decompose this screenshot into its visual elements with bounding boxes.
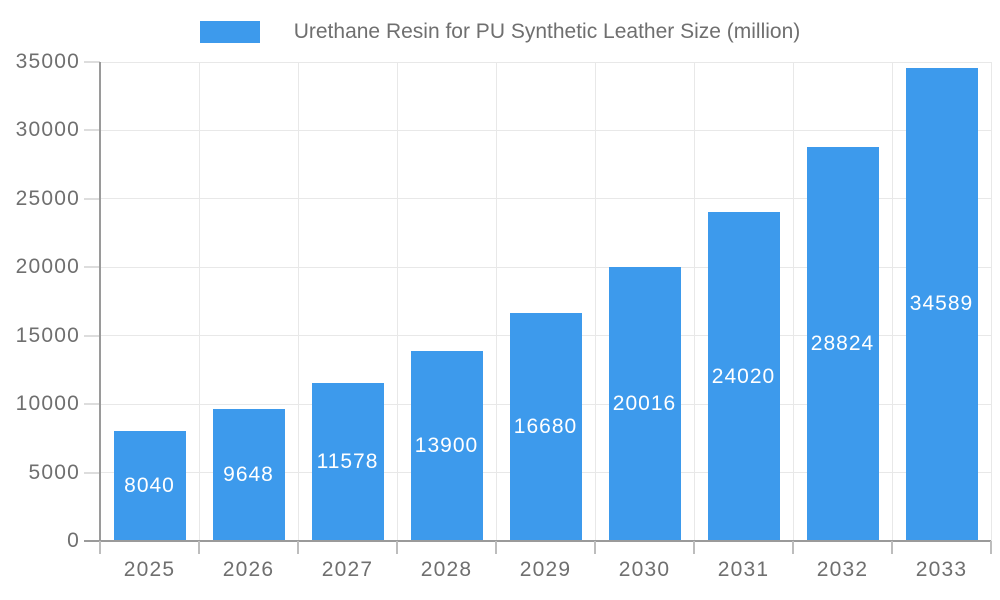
y-tick-label: 35000 (15, 50, 80, 73)
bar-value-label: 20016 (612, 392, 677, 416)
bar-2032[interactable]: 28824 (806, 146, 879, 541)
x-tick-label: 2031 (717, 558, 770, 581)
gridline-vertical (990, 62, 992, 541)
x-axis-tick (396, 541, 398, 554)
x-axis-tick (891, 541, 893, 554)
bar-value-label: 13900 (414, 433, 479, 457)
bar-value-label: 9648 (223, 462, 274, 486)
bar-2027[interactable]: 11578 (311, 382, 384, 541)
y-tick-label: 0 (67, 529, 80, 552)
x-tick-label: 2032 (816, 558, 869, 581)
y-tick-label: 25000 (15, 186, 80, 210)
bar-2025[interactable]: 8040 (113, 430, 186, 541)
x-axis-line (84, 540, 991, 542)
x-axis-tick (297, 541, 299, 554)
bar-2030[interactable]: 20016 (608, 267, 681, 541)
legend-label: Urethane Resin for PU Synthetic Leather … (293, 20, 801, 43)
gridline-horizontal (100, 129, 991, 131)
y-tick-label: 5000 (28, 460, 80, 484)
y-axis-tick (84, 334, 100, 337)
bar-value-label: 28824 (810, 331, 875, 355)
x-axis-tick (99, 541, 101, 554)
y-axis-tick (84, 197, 100, 200)
bar-value-label: 11578 (316, 449, 379, 473)
bar-2029[interactable]: 16680 (509, 312, 582, 541)
x-tick-label: 2033 (915, 558, 968, 581)
gridline-vertical (693, 62, 695, 541)
x-tick-label: 2025 (123, 558, 176, 581)
y-tick-label: 30000 (15, 118, 80, 142)
x-axis-tick (594, 541, 596, 554)
x-axis-tick (792, 541, 794, 554)
bar-2028[interactable]: 13900 (410, 350, 483, 541)
y-axis-tick (84, 403, 100, 406)
bar-value-label: 8040 (124, 473, 175, 497)
gridline-vertical (792, 62, 794, 541)
gridline-vertical (297, 62, 299, 541)
bar-value-label: 34589 (909, 292, 974, 316)
x-axis-tick (198, 541, 200, 554)
gridline-horizontal (100, 198, 991, 200)
x-tick-label: 2030 (618, 558, 671, 581)
x-axis-tick (495, 541, 497, 554)
bar-value-label: 24020 (711, 364, 776, 388)
gridline-vertical (198, 62, 200, 541)
gridline-horizontal (100, 266, 991, 268)
x-tick-label: 2027 (321, 558, 374, 581)
y-tick-label: 20000 (15, 255, 80, 279)
y-tick-label: 10000 (15, 392, 80, 416)
y-tick-label: 15000 (15, 323, 80, 347)
y-axis-tick (84, 266, 100, 269)
y-axis-tick (84, 471, 100, 474)
x-tick-label: 2028 (420, 558, 473, 581)
bar-value-label: 16680 (513, 414, 578, 438)
gridline-vertical (594, 62, 596, 541)
legend-swatch (199, 21, 260, 43)
gridline-vertical (891, 62, 893, 541)
y-axis-tick (84, 129, 100, 132)
x-tick-label: 2026 (222, 558, 275, 581)
bar-2026[interactable]: 9648 (212, 408, 285, 541)
y-axis-tick (84, 61, 100, 63)
gridline-horizontal (100, 61, 991, 63)
bar-2031[interactable]: 24020 (707, 212, 780, 541)
y-axis-line (99, 62, 101, 543)
legend: Urethane Resin for PU Synthetic Leather … (0, 18, 1000, 46)
gridline-vertical (396, 62, 398, 541)
x-axis-tick (693, 541, 695, 554)
gridline-vertical (495, 62, 497, 541)
x-axis-tick (990, 541, 992, 554)
bar-2033[interactable]: 34589 (905, 67, 978, 541)
x-tick-label: 2029 (519, 558, 572, 581)
